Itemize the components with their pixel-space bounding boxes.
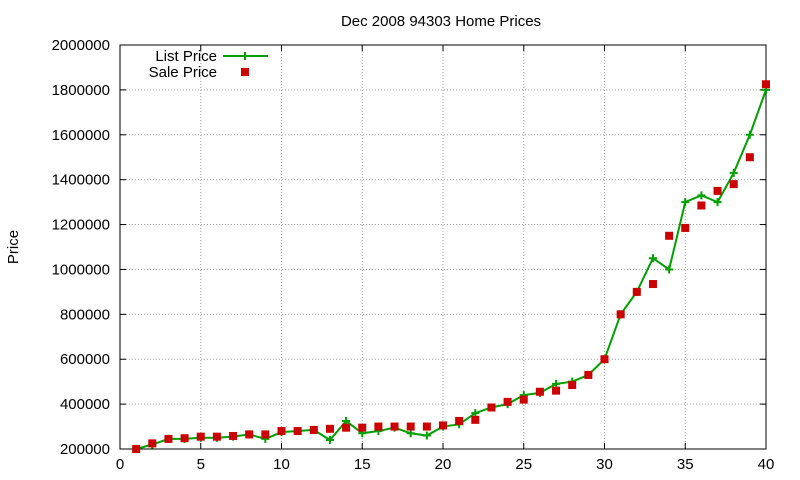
- axes: 0 5 10 15 20 25 30 35 40 200000 400000 600000 800000…: [52, 37, 775, 473]
- sale-price-point: [358, 423, 367, 432]
- y-tick-label: 800000: [60, 306, 110, 323]
- list-price-point: [745, 130, 754, 139]
- sale-price-point: [293, 427, 302, 436]
- legend-label-sale-price: Sale Price: [149, 64, 217, 81]
- y-tick-label: 1000000: [52, 261, 110, 278]
- x-tick-label: 0: [116, 456, 124, 473]
- x-tick-label: 20: [435, 456, 452, 473]
- sale-price-point: [681, 223, 690, 232]
- sale-price-point: [503, 397, 512, 406]
- sale-price-point: [374, 422, 383, 431]
- sale-price-point: [471, 415, 480, 424]
- legend-marker-list-price: [241, 52, 249, 60]
- y-tick-label: 2000000: [52, 37, 110, 54]
- sale-price-point: [309, 425, 318, 434]
- sale-price-point: [584, 370, 593, 379]
- legend-label-list-price: List Price: [155, 48, 217, 65]
- list-price-point: [713, 198, 722, 207]
- sale-price-point: [665, 231, 674, 240]
- sale-price-point: [164, 434, 173, 443]
- sale-price-point: [648, 280, 657, 289]
- list-price-line: [135, 89, 767, 450]
- sale-price-point: [212, 432, 221, 441]
- chart-title: Dec 2008 94303 Home Prices: [341, 13, 541, 30]
- sale-price-point: [632, 287, 641, 296]
- y-tick-label: 1400000: [52, 172, 110, 189]
- list-price-point: [325, 436, 334, 445]
- sale-price-point: [455, 416, 464, 425]
- sale-price-point: [439, 421, 447, 430]
- sale-price-point: [196, 432, 205, 441]
- sale-price-point: [261, 430, 270, 439]
- x-tick-label: 5: [197, 456, 205, 473]
- list-price-point: [665, 265, 674, 274]
- sale-price-point: [342, 423, 351, 432]
- y-axis-label: Price: [5, 230, 22, 264]
- series: [132, 80, 770, 453]
- sale-price-point: [245, 430, 254, 439]
- sale-price-point: [180, 434, 189, 443]
- list-price-point: [697, 191, 706, 200]
- sale-price-point: [697, 201, 706, 210]
- y-tick-label: 1600000: [52, 127, 110, 144]
- legend: List Price Sale Price: [149, 48, 268, 81]
- list-price-point: [729, 168, 738, 177]
- sale-price-point: [600, 355, 609, 364]
- x-tick-label: 10: [273, 456, 290, 473]
- legend-marker-sale-price: [241, 68, 249, 76]
- sale-price-point: [713, 186, 722, 195]
- sale-price-point: [148, 439, 157, 448]
- sale-price-point: [762, 80, 770, 89]
- sale-price-point: [390, 422, 399, 431]
- sale-price-point: [616, 310, 625, 319]
- sale-price-point: [406, 422, 415, 431]
- list-price-point: [342, 416, 351, 425]
- list-price-point: [681, 198, 690, 207]
- grid: [120, 45, 766, 449]
- sale-price-point: [519, 395, 528, 404]
- sale-price-point: [487, 403, 496, 412]
- sale-price-point: [325, 424, 334, 433]
- x-tick-label: 25: [515, 456, 532, 473]
- list-price-point: [406, 429, 415, 438]
- x-tick-label: 40: [758, 456, 775, 473]
- x-tick-label: 30: [596, 456, 613, 473]
- list-price-point: [552, 379, 561, 388]
- sale-price-point: [422, 422, 431, 431]
- sale-price-point: [132, 445, 141, 453]
- y-tick-label: 1800000: [52, 82, 110, 99]
- y-tick-label: 400000: [60, 396, 110, 413]
- sale-price-point: [277, 427, 286, 436]
- y-tick-label: 200000: [60, 441, 110, 458]
- y-tick-label: 600000: [60, 351, 110, 368]
- list-price-point: [422, 431, 431, 440]
- x-tick-label: 15: [354, 456, 371, 473]
- sale-price-point: [552, 386, 561, 395]
- sale-price-point: [535, 387, 544, 396]
- x-tick-label: 35: [677, 456, 694, 473]
- sale-price-point: [745, 153, 754, 162]
- list-price-point: [471, 409, 480, 418]
- sale-price-point: [229, 431, 238, 440]
- sale-price-point: [568, 381, 577, 390]
- list-price-point: [648, 254, 657, 263]
- sale-price-point: [729, 180, 738, 189]
- y-tick-label: 1200000: [52, 217, 110, 234]
